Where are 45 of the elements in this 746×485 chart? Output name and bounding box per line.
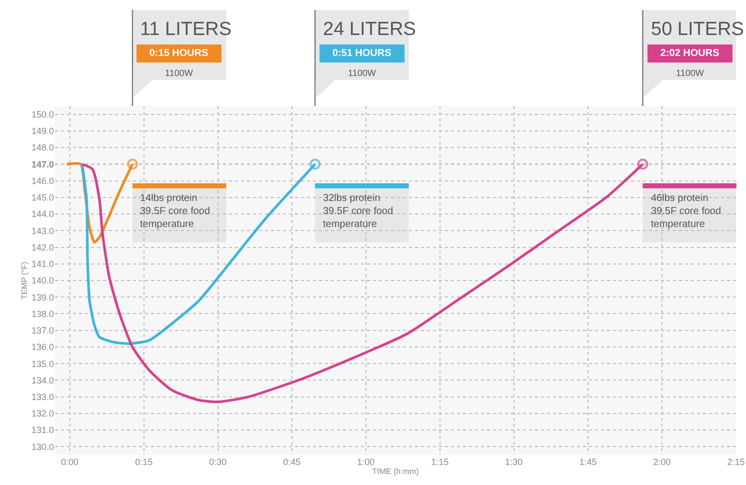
y-tick-label: 150.0 (31, 109, 54, 120)
y-tick-label: 147.0 (31, 159, 54, 170)
y-tick-label: 144.0 (31, 209, 54, 220)
y-tick-label: 145.0 (31, 192, 54, 203)
y-tick-label: 135.0 (31, 358, 54, 369)
y-tick-label: 131.0 (31, 425, 54, 436)
y-axis-title: TEMP (°F) (20, 261, 30, 300)
text: 50 LITERS (651, 19, 744, 40)
text: 1100W (676, 68, 704, 78)
y-tick-label: 140.0 (31, 276, 54, 286)
x-tick-label: 0:15 (135, 457, 153, 467)
text: 24 LITERS (323, 19, 416, 40)
annotation: 46lbs protein 39.5F core food temperature (651, 193, 722, 230)
y-tick-label: 132.0 (31, 408, 54, 419)
x-tick-label: 1:00 (357, 457, 375, 467)
x-tick-label: 0:00 (61, 457, 79, 467)
y-tick-label: 136.0 (31, 342, 54, 352)
text: 1100W (165, 68, 194, 78)
y-tick-label: 149.0 (31, 126, 54, 136)
y-tick-label: 134.0 (31, 375, 54, 386)
x-tick-label: 2:00 (653, 457, 671, 467)
x-tick-label: 0:30 (209, 457, 227, 467)
y-tick-label: 148.0 (31, 142, 54, 153)
x-tick-label: 2:15 (727, 457, 745, 467)
y-tick-label: 139.0 (31, 292, 54, 302)
y-tick-label: 142.0 (31, 242, 54, 252)
annotation: 32lbs protein 39.5F core food temperature (323, 193, 394, 230)
text: 0:15 HOURS (149, 48, 209, 59)
x-tick-label: 1:45 (579, 457, 597, 467)
text: 0:51 HOURS (332, 48, 392, 59)
y-tick-label: 143.0 (31, 226, 54, 236)
x-axis-title: TIME (h:mm) (372, 467, 420, 476)
y-tick-label: 138.0 (31, 308, 54, 319)
x-tick-label: 1:30 (505, 457, 523, 467)
x-tick-label: 0:45 (283, 457, 301, 467)
text: 11 LITERS (140, 19, 232, 40)
y-tick-label: 146.0 (31, 176, 54, 186)
y-tick-label: 133.0 (31, 392, 54, 402)
y-tick-label: 137.0 (31, 326, 54, 336)
y-tick-label: 130.0 (31, 442, 54, 452)
text: 1100W (348, 68, 376, 78)
annotation: 14lbs protein 39.5F core food temperature (140, 193, 210, 230)
text: 2:02 HOURS (660, 48, 720, 59)
y-tick-label: 141.0 (31, 259, 54, 270)
x-tick-label: 1:15 (431, 457, 449, 467)
